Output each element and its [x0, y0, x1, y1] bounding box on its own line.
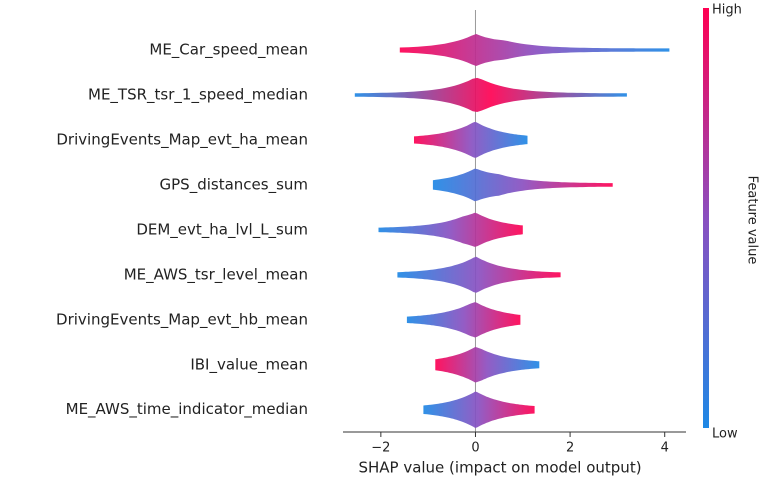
feature-label: ME_Car_speed_mean	[149, 41, 308, 60]
swarm	[406, 302, 521, 338]
x-tick-label: 2	[566, 441, 574, 456]
colorbar-label: Feature value	[745, 176, 760, 265]
x-axis-label: SHAP value (impact on model output)	[358, 459, 641, 477]
feature-label: IBI_value_mean	[190, 355, 308, 374]
feature-label: ME_TSR_tsr_1_speed_median	[88, 85, 308, 104]
feature-label: ME_AWS_tsr_level_mean	[124, 265, 308, 284]
feature-label: DrivingEvents_Map_evt_ha_mean	[56, 130, 308, 149]
feature-label: GPS_distances_sum	[160, 175, 309, 194]
swarm	[435, 347, 540, 383]
feature-label: ME_AWS_time_indicator_median	[66, 400, 308, 419]
swarm	[378, 212, 523, 247]
swarm	[423, 391, 535, 428]
x-tick-label: 4	[661, 441, 669, 456]
feature-label: DrivingEvents_Map_evt_hb_mean	[56, 310, 308, 329]
swarm	[399, 34, 670, 66]
colorbar-low: Low	[712, 427, 738, 442]
feature-label: DEM_evt_ha_lvl_L_sum	[136, 220, 308, 239]
colorbar	[703, 8, 709, 428]
colorbar-high: High	[712, 3, 742, 18]
swarm	[397, 256, 561, 293]
swarm	[354, 77, 627, 112]
x-tick-label: −2	[371, 441, 390, 456]
swarm	[414, 122, 528, 158]
x-tick-label: 0	[471, 441, 479, 456]
swarm	[432, 168, 613, 202]
